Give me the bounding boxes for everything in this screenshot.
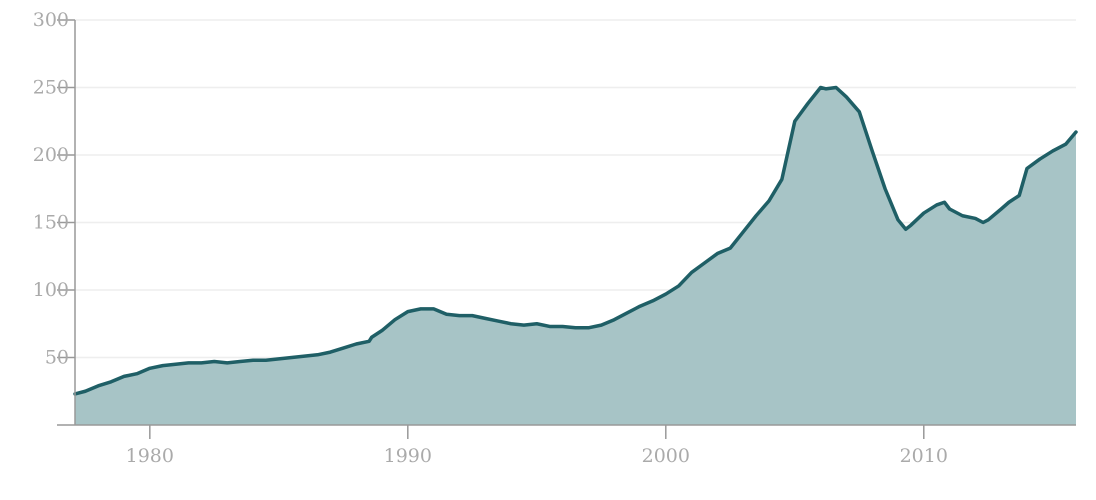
y-tick-label: 100 xyxy=(33,279,69,301)
series-area-fill xyxy=(75,87,1076,425)
y-tick-label: 150 xyxy=(33,212,69,234)
y-axis-ticks: 50 100 150 200 250 300 xyxy=(33,9,75,369)
y-tick-label: 200 xyxy=(33,144,69,166)
area-layer xyxy=(73,85,1078,425)
y-tick-label: 50 xyxy=(45,347,69,369)
x-tick-label: 2000 xyxy=(642,445,690,467)
x-tick-label: 2010 xyxy=(900,445,948,467)
x-tick-label: 1990 xyxy=(384,445,432,467)
x-axis-ticks: 1980 1990 2000 2010 xyxy=(126,425,948,467)
y-tick-label: 250 xyxy=(33,77,69,99)
y-tick-label: 300 xyxy=(33,9,69,31)
series-line xyxy=(73,85,1078,396)
x-tick-label: 1980 xyxy=(126,445,174,467)
